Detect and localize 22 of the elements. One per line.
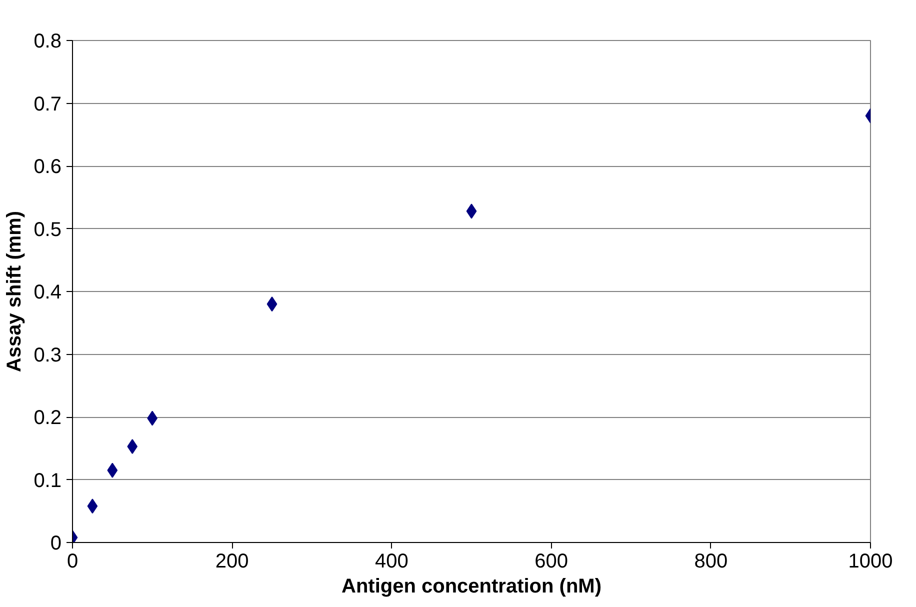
- point: [266, 296, 278, 312]
- y-tick-label: 0: [50, 532, 62, 554]
- y-tick-label: 0.3: [34, 344, 62, 366]
- y-axis-title: Assay shift (mm): [4, 210, 26, 372]
- x-tick-label: 200: [215, 550, 249, 572]
- y-tick-label: 0.8: [34, 30, 62, 52]
- point: [107, 462, 118, 478]
- x-tick-label: 0: [66, 550, 78, 572]
- x-tick-label: 400: [375, 550, 408, 572]
- x-tick-label: 1000: [848, 550, 893, 572]
- x-axis-title: Antigen concentration (nM): [342, 576, 602, 598]
- y-tick-label: 0.7: [34, 93, 62, 116]
- point: [466, 204, 477, 219]
- y-tick-label: 0.6: [34, 156, 62, 178]
- y-tick-label: 0.2: [34, 407, 62, 429]
- x-tick-label: 800: [694, 550, 728, 572]
- x-tick-label: 600: [534, 550, 568, 572]
- point: [87, 498, 98, 514]
- y-tick-label: 0.1: [34, 470, 62, 492]
- point: [127, 438, 138, 454]
- y-tick-label: 0.5: [34, 218, 62, 241]
- y-tick-label: 0.4: [34, 282, 62, 304]
